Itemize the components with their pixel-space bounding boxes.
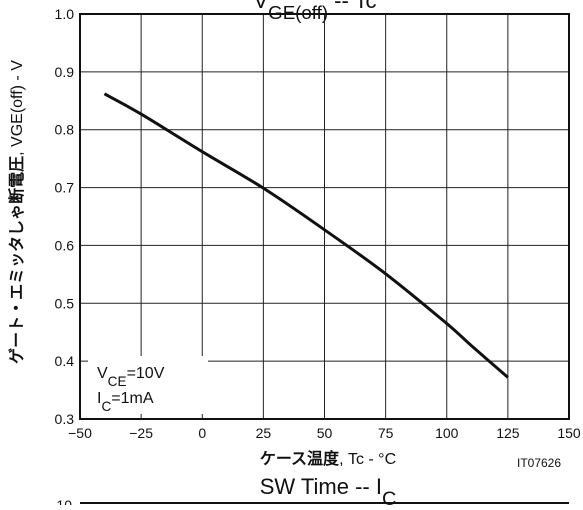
- x-tick-label: 25: [256, 425, 272, 441]
- y-tick-label: 0.3: [55, 411, 75, 427]
- annotation-bg: [88, 356, 208, 414]
- plot-frame: [79, 13, 570, 420]
- y-tick-labels: 0.3 0.4 0.5 0.6 0.7 0.8 0.9 1.0: [55, 6, 75, 427]
- grid-lines: [80, 14, 569, 419]
- x-tick-label: 125: [496, 425, 520, 441]
- y-tick-label: 0.5: [55, 295, 75, 311]
- y-tick-label: 0.4: [55, 353, 75, 369]
- x-tick-label: 50: [317, 425, 333, 441]
- x-tick-label: 0: [198, 425, 206, 441]
- y-tick-label: 1.0: [55, 6, 75, 22]
- y-axis-label: ゲート・エミッタしゃ断電圧, VGE(off) - V: [7, 60, 26, 364]
- x-tick-label: −50: [68, 425, 92, 441]
- y-tick-label: 0.6: [55, 237, 75, 253]
- figure-id: IT07626: [517, 456, 561, 470]
- y-axis-label-bold: ゲート・エミッタしゃ断電圧: [7, 156, 26, 364]
- chart-title-second: SW Time -- IC: [260, 474, 397, 505]
- x-axis-label: ケース温度, Tc - °C: [260, 449, 396, 468]
- x-axis-label-rest: , Tc - °C: [339, 451, 396, 468]
- x-tick-label: 150: [557, 425, 581, 441]
- x-tick-labels: −50 −25 0 25 50 75 100 125 150: [68, 425, 581, 441]
- x-axis-label-bold: ケース温度: [260, 449, 340, 468]
- second-chart-y-tick: 10: [56, 497, 72, 505]
- annotation-vce: VCE=10V: [97, 365, 165, 389]
- x-tick-label: 75: [378, 425, 394, 441]
- chart-title-top: VGE(off) -- Tc: [253, 0, 376, 23]
- x-tick-label: 100: [435, 425, 459, 441]
- y-tick-label: 0.7: [55, 180, 75, 196]
- series-line: [103, 92, 509, 379]
- annotation-ic: IC=1mA: [97, 390, 154, 414]
- x-tick-label: −25: [129, 425, 153, 441]
- condition-annotation: VCE=10V IC=1mA: [88, 356, 208, 414]
- y-tick-label: 0.8: [55, 122, 75, 138]
- y-axis-label-rest: , VGE(off) - V: [9, 60, 26, 156]
- y-tick-label: 0.9: [55, 64, 75, 80]
